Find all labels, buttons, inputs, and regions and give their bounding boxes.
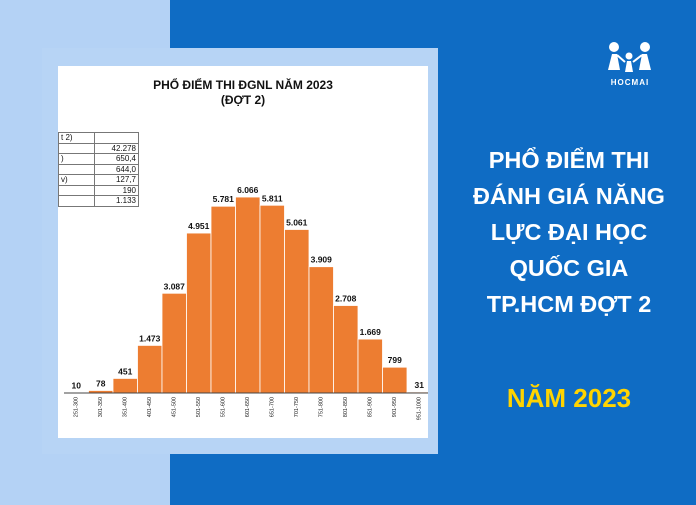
bar-data-label: 5.061 xyxy=(286,217,308,227)
x-tick-label: 351-400 xyxy=(123,397,129,417)
stats-row: 644,0 xyxy=(58,163,139,175)
stats-value: 650,4 xyxy=(94,153,139,165)
bar-data-label: 1.669 xyxy=(360,327,382,337)
bar-data-label: 451 xyxy=(118,366,132,376)
x-tick-label: 551-600 xyxy=(221,397,227,417)
bar-data-label: 799 xyxy=(388,355,402,365)
stats-value: 1.133 xyxy=(94,195,139,207)
stats-table: t 2) 42.278) 650,4 644,0 v) 127,7 190 1.133 xyxy=(58,132,139,207)
x-tick-label: 901-950 xyxy=(392,397,398,417)
stats-value: 42.278 xyxy=(94,142,139,154)
logo-text: HOCMAI xyxy=(610,78,650,87)
stats-row: 1.133 xyxy=(58,195,139,207)
histogram-bar xyxy=(333,305,359,394)
stats-row: ) 650,4 xyxy=(58,153,139,165)
x-tick-label: 701-750 xyxy=(294,397,300,417)
chart-card: PHỔ ĐIỂM THI ĐGNL NĂM 2023 (ĐỢT 2) t 2) 4… xyxy=(58,66,428,438)
x-tick-label: 851-900 xyxy=(368,397,374,417)
stats-row: 42.278 xyxy=(58,142,139,154)
bar-data-label: 4.951 xyxy=(188,221,210,231)
stats-row: 190 xyxy=(58,184,139,196)
headline-line: TP.HCM ĐỢT 2 xyxy=(486,291,652,317)
histogram-bar xyxy=(284,229,310,394)
histogram-bar xyxy=(112,378,138,394)
bar-data-label: 10 xyxy=(72,381,82,391)
histogram-bar xyxy=(259,204,285,394)
bar-data-label: 2.708 xyxy=(335,294,357,304)
histogram-bar xyxy=(382,366,408,394)
bar-data-label: 78 xyxy=(96,378,106,388)
stats-value xyxy=(94,132,139,144)
family-people-icon xyxy=(608,42,651,72)
x-tick-label: 951-1000 xyxy=(417,397,423,420)
histogram-bar xyxy=(210,205,236,394)
stats-value: 127,7 xyxy=(94,174,139,186)
headline-line: PHỔ ĐIỂM THI xyxy=(488,147,650,173)
bar-data-label: 1.473 xyxy=(139,333,161,343)
bar-data-label: 5.781 xyxy=(213,194,235,204)
stats-value: 644,0 xyxy=(94,163,139,175)
headline: PHỔ ĐIỂM THI ĐÁNH GIÁ NĂNG LỰC ĐẠI HỌC Q… xyxy=(452,142,686,322)
x-tick-label: 451-500 xyxy=(172,397,178,417)
histogram-bar xyxy=(357,338,383,394)
stats-row: v) 127,7 xyxy=(58,174,139,186)
x-tick-label: 301-350 xyxy=(98,397,104,417)
headline-line: QUỐC GIA xyxy=(509,255,629,281)
headline-line: ĐÁNH GIÁ NĂNG xyxy=(473,183,665,209)
histogram-bar xyxy=(235,196,261,394)
headline-line: LỰC ĐẠI HỌC xyxy=(490,219,648,245)
bar-data-label: 31 xyxy=(415,380,425,390)
bar-data-label: 3.087 xyxy=(164,281,186,291)
stats-value: 190 xyxy=(94,184,139,196)
histogram-bar xyxy=(161,292,187,394)
x-tick-label: 401-450 xyxy=(147,397,153,417)
year-label: NĂM 2023 xyxy=(506,383,632,413)
x-tick-label: 651-700 xyxy=(270,397,276,417)
histogram-bar xyxy=(308,266,334,394)
x-tick-label: 801-850 xyxy=(343,397,349,417)
histogram-chart: 10 251-300 78 301-350 451 351-400 1.473 401-450… xyxy=(63,185,428,420)
chart-title: PHỔ ĐIỂM THI ĐGNL NĂM 2023 xyxy=(153,78,333,92)
x-tick-label: 251-300 xyxy=(74,397,80,417)
x-tick-label: 601-650 xyxy=(245,397,251,417)
bar-data-label: 5.811 xyxy=(262,193,283,203)
x-tick-label: 751-800 xyxy=(319,397,325,417)
chart-subtitle: (ĐỢT 2) xyxy=(220,93,266,107)
histogram-bar xyxy=(137,345,163,394)
bar-data-label: 6.066 xyxy=(237,185,259,195)
stats-row: t 2) xyxy=(58,132,139,144)
histogram-bar xyxy=(186,232,212,394)
x-tick-label: 501-550 xyxy=(196,397,202,417)
bar-data-label: 3.909 xyxy=(311,255,333,265)
